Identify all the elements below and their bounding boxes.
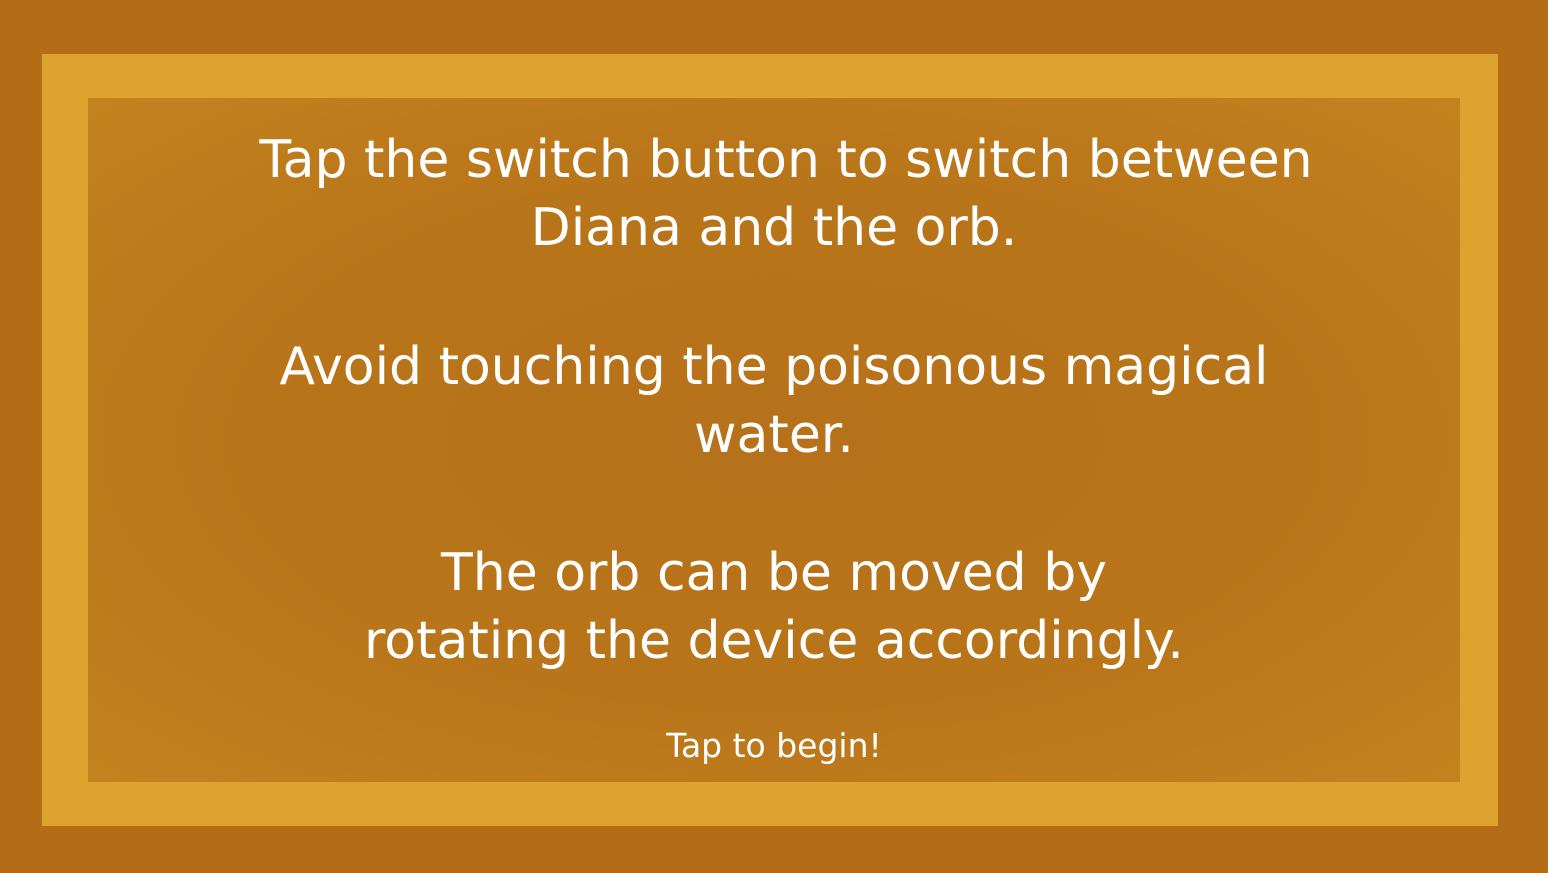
instruction-line-switch: Tap the switch button to switch between	[259, 130, 1313, 190]
instruction-line-switch-cont: Diana and the orb.	[530, 198, 1018, 258]
instruction-line-avoid: Avoid touching the poisonous magical	[279, 337, 1269, 397]
instruction-line-avoid-cont: water.	[694, 405, 854, 465]
instruction-line-orb: The orb can be moved by	[441, 543, 1107, 603]
instruction-line-orb-cont: rotating the device accordingly.	[364, 611, 1184, 671]
tap-to-begin-prompt[interactable]: Tap to begin!	[666, 726, 882, 765]
instructions-panel[interactable]: Tap the switch button to switch between …	[88, 98, 1460, 782]
instructions-frame: Tap the switch button to switch between …	[42, 54, 1498, 826]
